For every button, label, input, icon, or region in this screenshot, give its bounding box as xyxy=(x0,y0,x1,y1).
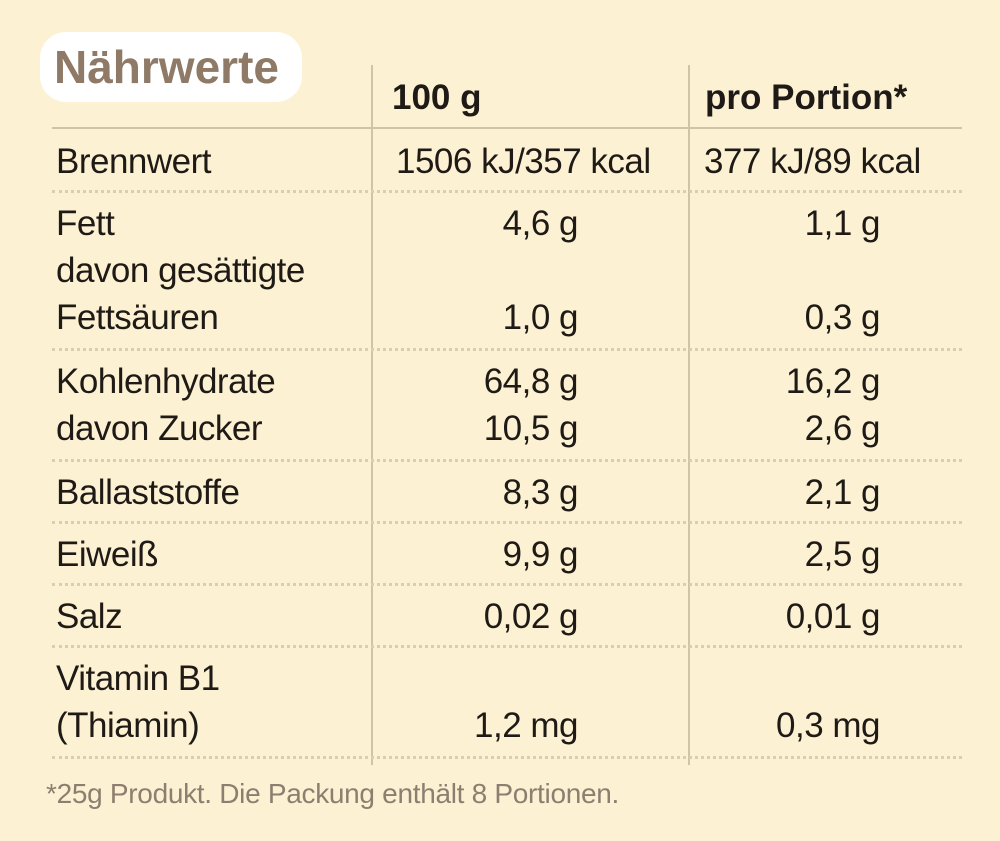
column-header: 100 g xyxy=(392,78,482,117)
value-100g: 1,2 mg xyxy=(474,706,579,745)
value-100g: 10,5 g xyxy=(483,409,579,448)
value-100g: 4,6 g xyxy=(502,204,579,243)
header-rule xyxy=(52,127,962,129)
row-divider xyxy=(52,756,962,759)
value-100g: 64,8 g xyxy=(483,362,579,401)
row-label: Kohlenhydrate xyxy=(56,362,276,401)
value-portion: 2,5 g xyxy=(804,535,881,574)
value-portion: 377 kJ/89 kcal xyxy=(704,142,921,181)
row-label: Vitamin B1 xyxy=(56,659,220,698)
row-divider xyxy=(52,190,962,193)
row-label: Brennwert xyxy=(56,142,212,181)
column-divider xyxy=(688,65,690,765)
value-100g: 1,0 g xyxy=(502,298,579,337)
row-divider xyxy=(52,521,962,524)
value-100g: 1506 kJ/357 kcal xyxy=(396,142,651,181)
row-label: (Thiamin) xyxy=(56,706,200,745)
row-label: Eiweiß xyxy=(56,535,159,574)
value-portion: 1,1 g xyxy=(804,204,881,243)
value-portion: 2,6 g xyxy=(804,409,881,448)
footnote: *25g Produkt. Die Packung enthält 8 Port… xyxy=(46,778,620,809)
value-portion: 16,2 g xyxy=(785,362,881,401)
row-label: davon Zucker xyxy=(56,409,263,448)
row-label: davon gesättigte xyxy=(56,251,305,290)
title-badge xyxy=(40,32,302,102)
value-100g: 8,3 g xyxy=(502,473,579,512)
row-label: Salz xyxy=(56,597,123,636)
row-divider xyxy=(52,583,962,586)
row-label: Fettsäuren xyxy=(56,298,219,337)
title: Nährwerte xyxy=(54,41,279,93)
row-divider xyxy=(52,645,962,648)
value-portion: 2,1 g xyxy=(804,473,881,512)
value-100g: 0,02 g xyxy=(483,597,579,636)
value-portion: 0,3 g xyxy=(804,298,881,337)
column-header: pro Portion* xyxy=(705,78,908,117)
column-divider xyxy=(371,65,373,765)
value-portion: 0,3 mg xyxy=(776,706,881,745)
value-100g: 9,9 g xyxy=(502,535,579,574)
value-portion: 0,01 g xyxy=(785,597,881,636)
row-divider xyxy=(52,348,962,351)
row-label: Fett xyxy=(56,204,115,243)
row-divider xyxy=(52,459,962,462)
row-label: Ballaststoffe xyxy=(56,473,240,512)
